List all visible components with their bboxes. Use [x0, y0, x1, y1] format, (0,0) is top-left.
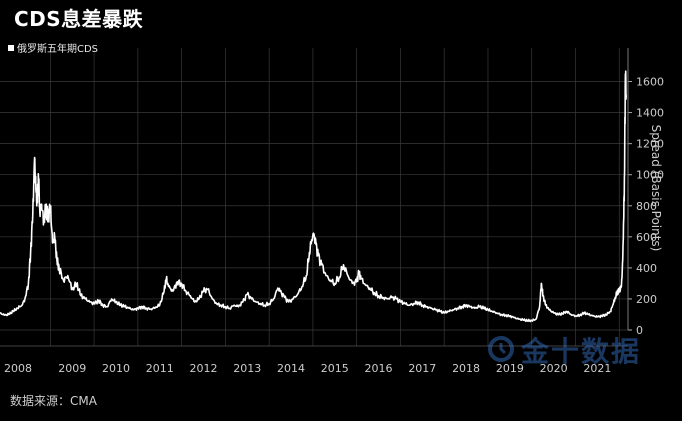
x-tick-label: 2009: [58, 362, 86, 375]
x-tick-label: 2019: [496, 362, 524, 375]
y-tick-label: 0: [636, 324, 643, 337]
y-tick-label: 400: [636, 262, 657, 275]
x-tick-label: 2012: [189, 362, 217, 375]
y-tick-label: 200: [636, 293, 657, 306]
y-axis-title: Spread (Basis Points): [649, 125, 663, 252]
y-tick-label: 600: [636, 231, 657, 244]
watermark-logo-icon: [488, 336, 514, 362]
series-line: [0, 70, 627, 323]
y-tick-label: 1200: [636, 138, 664, 151]
y-tick-label: 1400: [636, 107, 664, 120]
chart-legend: 俄罗斯五年期CDS: [8, 40, 98, 55]
legend-swatch: [8, 44, 14, 51]
chart-title: CDS息差暴跌: [14, 7, 144, 31]
x-tick-label: 2020: [540, 362, 568, 375]
watermark: 金十数据: [487, 330, 641, 370]
y-tick-label: 800: [636, 200, 657, 213]
x-tick-label: 2017: [408, 362, 436, 375]
x-tick-label: 2013: [233, 362, 261, 375]
x-tick-label: 2014: [277, 362, 305, 375]
x-tick-label: 2008: [4, 362, 32, 375]
legend-label: 俄罗斯五年期CDS: [17, 44, 99, 55]
x-tick-label: 2011: [146, 362, 174, 375]
y-tick-label: 1000: [636, 169, 664, 182]
x-tick-label: 2018: [452, 362, 480, 375]
watermark-text: 金十数据: [521, 335, 642, 368]
x-tick-label: 2015: [321, 362, 349, 375]
x-tick-label: 2016: [365, 362, 393, 375]
data-source-note: 数据来源：CMA: [10, 394, 97, 408]
y-tick-label: 1600: [636, 76, 664, 89]
x-tick-label: 2010: [102, 362, 130, 375]
x-tick-label: 2021: [583, 362, 611, 375]
